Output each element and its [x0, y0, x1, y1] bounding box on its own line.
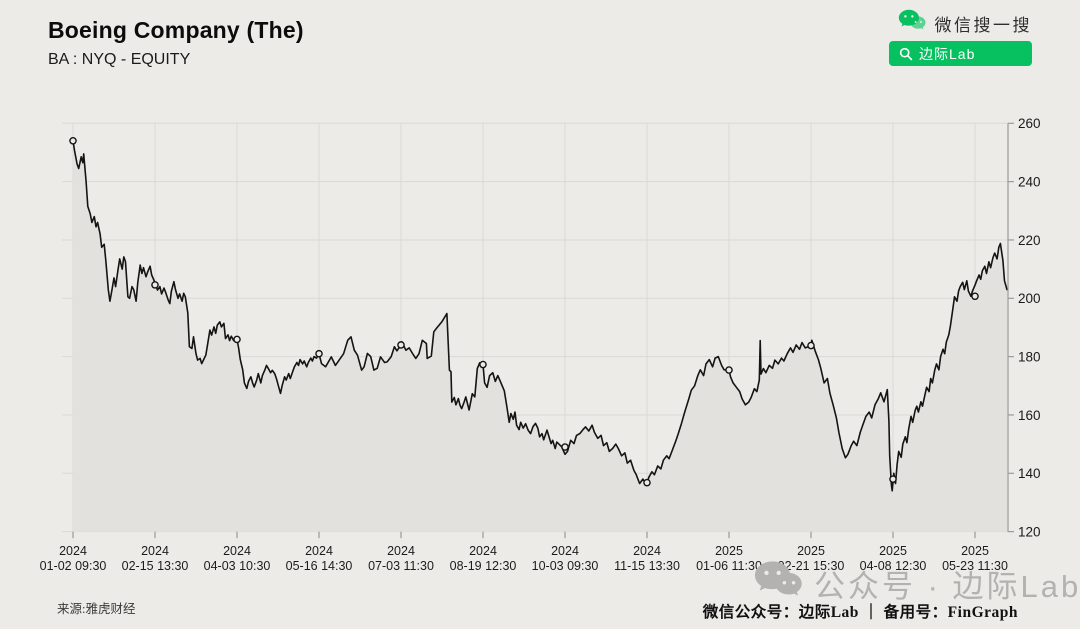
- date-marker: [397, 341, 405, 349]
- y-tick-label: 160: [1018, 408, 1041, 423]
- y-tick-label: 200: [1018, 291, 1041, 306]
- x-tick-year: 2025: [715, 544, 743, 558]
- x-tick-label: 05-23 11:30: [942, 559, 1008, 573]
- x-tick-label: 08-19 12:30: [450, 559, 517, 573]
- x-tick-label: 11-15 13:30: [614, 559, 680, 573]
- wechat-search-button-label: 边际Lab: [919, 45, 976, 62]
- ticker-subtitle: BA : NYQ - EQUITY: [48, 51, 191, 68]
- x-tick-year: 2024: [223, 544, 251, 558]
- x-tick-year: 2024: [59, 544, 87, 558]
- y-tick-label: 240: [1018, 174, 1041, 189]
- y-tick-label: 220: [1018, 233, 1041, 248]
- date-marker: [807, 341, 815, 350]
- y-tick-label: 140: [1018, 466, 1041, 481]
- x-tick-label: 07-03 11:30: [368, 559, 434, 573]
- date-marker: [971, 292, 979, 301]
- y-tick-label: 260: [1018, 116, 1041, 131]
- wechat-brand-label: 微信搜一搜: [934, 16, 1032, 35]
- account-footer: 微信公众号：边际Lab ｜ 备用号：FinGraph: [702, 604, 1018, 621]
- search-icon: [899, 47, 913, 60]
- x-tick-label: 01-02 09:30: [40, 559, 107, 573]
- x-tick-label: 10-03 09:30: [532, 559, 599, 573]
- date-marker: [643, 478, 651, 487]
- x-tick-year: 2025: [961, 544, 989, 558]
- x-tick-year: 2024: [469, 544, 497, 558]
- x-tick-year: 2024: [387, 544, 415, 558]
- x-tick-label: 04-03 10:30: [204, 559, 271, 573]
- date-marker: [479, 360, 487, 369]
- date-marker: [69, 137, 77, 145]
- x-tick-year: 2024: [305, 544, 333, 558]
- wechat-brand: 微信搜一搜: [898, 9, 1033, 38]
- price-line: [72, 140, 1008, 492]
- x-tick-year: 2024: [141, 544, 169, 558]
- date-marker: [233, 335, 241, 344]
- y-tick-label: 120: [1018, 524, 1041, 539]
- date-marker: [725, 366, 733, 374]
- page-title: Boeing Company (The): [48, 17, 304, 43]
- x-tick-label: 02-15 13:30: [122, 559, 189, 573]
- date-marker: [889, 475, 897, 483]
- x-tick-label: 02-21 15:30: [778, 559, 845, 573]
- x-tick-year: 2024: [551, 544, 579, 558]
- wechat-search-button[interactable]: 边际Lab: [889, 41, 1032, 66]
- x-tick-year: 2025: [797, 544, 825, 558]
- y-tick-label: 180: [1018, 349, 1041, 364]
- x-tick-label: 01-06 11:30: [696, 559, 762, 573]
- wechat-logo-icon: [898, 9, 926, 38]
- date-marker: [561, 443, 569, 451]
- date-marker: [151, 281, 159, 289]
- data-source-note: 来源:雅虎财经: [57, 602, 136, 616]
- x-tick-year: 2024: [633, 544, 661, 558]
- x-tick-label: 04-08 12:30: [860, 559, 927, 573]
- date-marker: [315, 349, 323, 358]
- x-tick-label: 05-16 14:30: [286, 559, 353, 573]
- area-fill: [73, 140, 1007, 532]
- x-tick-year: 2025: [879, 544, 907, 558]
